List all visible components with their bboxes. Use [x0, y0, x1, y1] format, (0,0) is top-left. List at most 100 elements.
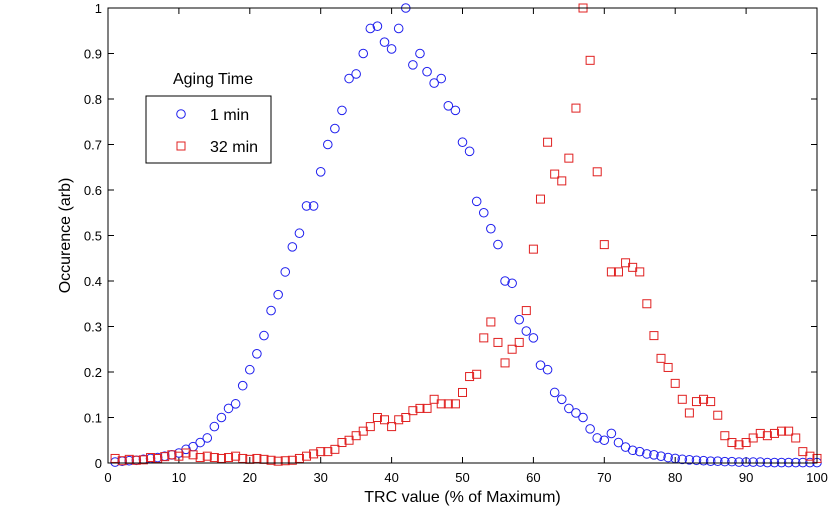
point-32-min: [252, 453, 262, 463]
point-1-min: [705, 456, 716, 466]
point-1-min: [698, 455, 709, 466]
point-32-min: [443, 399, 453, 409]
point-32-min: [777, 426, 787, 436]
point-1-min: [266, 305, 276, 316]
point-32-min: [521, 306, 531, 316]
point-32-min: [706, 397, 716, 407]
point-32-min: [734, 440, 744, 450]
point-1-min: [599, 435, 610, 446]
point-32-min: [798, 447, 808, 457]
point-1-min: [734, 457, 744, 467]
point-32-min: [287, 455, 297, 465]
point-1-min: [478, 207, 489, 218]
point-1-min: [500, 276, 510, 286]
x-tick-label: 100: [806, 470, 828, 485]
y-tick-label: 0.9: [84, 47, 102, 62]
point-1-min: [755, 457, 766, 467]
point-1-min: [202, 433, 213, 443]
point-32-min: [642, 299, 652, 309]
legend: Aging Time 1 min 32 min: [145, 71, 272, 164]
point-32-min: [649, 331, 659, 341]
y-tick-label: 0.5: [84, 229, 102, 244]
x-tick-label: 90: [739, 470, 753, 485]
point-1-min: [216, 412, 227, 423]
legend-box: [145, 95, 272, 164]
point-1-min: [564, 403, 574, 414]
point-1-min: [436, 73, 447, 84]
x-tick-label: 20: [243, 470, 257, 485]
point-32-min: [146, 453, 156, 463]
point-32-min: [528, 244, 538, 254]
point-32-min: [769, 428, 779, 438]
point-1-min: [315, 167, 326, 177]
point-1-min: [521, 326, 532, 336]
point-32-min: [365, 422, 375, 432]
point-1-min: [720, 456, 730, 467]
point-1-min: [486, 223, 496, 234]
y-tick-label: 1: [95, 1, 102, 16]
point-1-min: [691, 455, 702, 466]
point-32-min: [216, 453, 226, 463]
point-32-min: [585, 55, 595, 65]
point-32-min: [202, 451, 212, 461]
point-1-min: [344, 73, 354, 84]
point-1-min: [351, 69, 361, 79]
point-32-min: [188, 450, 198, 460]
point-1-min: [252, 349, 262, 359]
y-tick-label: 0: [95, 456, 102, 471]
point-32-min: [337, 438, 347, 448]
point-1-min: [627, 445, 638, 456]
point-1-min: [507, 278, 517, 289]
point-32-min: [280, 456, 290, 466]
point-32-min: [273, 456, 283, 466]
point-32-min: [805, 451, 815, 461]
point-32-min: [599, 240, 609, 250]
point-32-min: [762, 431, 772, 441]
point-32-min: [266, 455, 276, 465]
y-tick-label: 0.4: [84, 274, 102, 289]
point-32-min: [174, 451, 184, 461]
point-1-min: [415, 48, 425, 59]
point-1-min: [535, 360, 546, 370]
point-32-min: [436, 399, 446, 409]
point-32-min: [635, 267, 645, 277]
point-1-min: [393, 23, 404, 34]
point-32-min: [330, 444, 340, 454]
point-1-min: [330, 123, 340, 134]
point-1-min: [642, 449, 652, 459]
x-tick-label: 0: [104, 470, 111, 485]
point-1-min: [379, 37, 390, 47]
point-32-min: [408, 406, 418, 416]
y-tick-label: 0.1: [84, 411, 102, 426]
point-32-min: [195, 453, 205, 463]
point-32-min: [415, 403, 425, 413]
point-1-min: [634, 446, 645, 457]
x-axis-label: TRC value (% of Maximum): [364, 489, 560, 506]
point-32-min: [479, 333, 489, 343]
x-tick-label: 50: [455, 470, 469, 485]
point-1-min: [245, 364, 255, 375]
point-32-min: [713, 410, 723, 420]
point-32-min: [458, 387, 467, 397]
x-tick-label: 30: [313, 470, 327, 485]
point-1-min: [287, 242, 298, 252]
point-1-min: [294, 228, 305, 239]
point-32-min: [372, 413, 382, 422]
point-32-min: [486, 317, 496, 327]
plot-area-frame: [107, 7, 818, 464]
point-32-min: [167, 450, 177, 460]
point-1-min: [450, 105, 461, 116]
point-32-min: [663, 362, 673, 372]
point-1-min: [528, 333, 539, 343]
point-32-min: [670, 378, 680, 388]
point-32-min: [472, 369, 482, 379]
point-32-min: [394, 415, 404, 425]
y-tick-label: 0.8: [84, 92, 102, 107]
point-32-min: [493, 337, 503, 347]
point-32-min: [720, 431, 730, 441]
point-32-min: [387, 422, 397, 432]
point-32-min: [677, 394, 687, 404]
legend-marker-32-min: [176, 141, 186, 151]
point-1-min: [209, 421, 220, 432]
point-1-min: [273, 289, 283, 300]
